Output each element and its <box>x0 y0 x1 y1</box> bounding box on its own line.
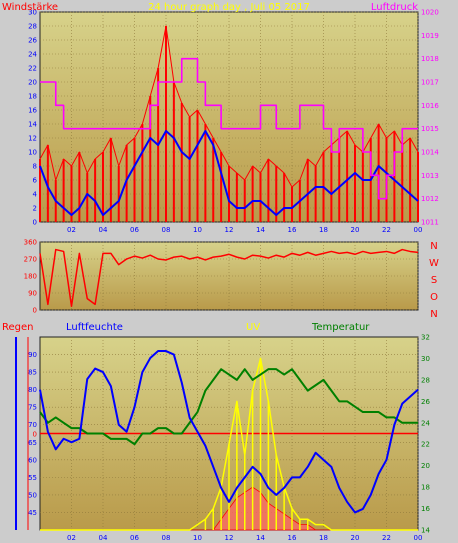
wind-gust-line <box>39 25 419 188</box>
temperature-axis-title: Temperatur <box>311 322 370 333</box>
weather-x-tick-label: 10 <box>193 534 202 542</box>
weather-x-tick-label: 00 <box>414 534 423 542</box>
wind-x-tick-label: 12 <box>225 226 234 234</box>
wind-y-tick-label: 4 <box>33 191 38 199</box>
wind-y-tick-label: 2 <box>33 205 37 213</box>
weather-x-tick-label: 14 <box>256 534 265 542</box>
humidity-y-tick-label: 60 <box>28 456 37 464</box>
temperature-line <box>39 368 418 446</box>
humidity-y-tick-label: 90 <box>28 351 37 359</box>
temperature-y2-tick-label: 30 <box>421 355 430 363</box>
pressure-y2-tick-label: 1016 <box>421 102 439 110</box>
humidity-line <box>39 350 419 514</box>
wind-x-tick-label: 18 <box>319 226 328 234</box>
wind-speed-line <box>39 130 419 216</box>
wind-y-tick-label: 0 <box>33 219 37 227</box>
wind-y-tick-label: 24 <box>28 51 37 59</box>
direction-y-tick-label: 360 <box>24 239 37 247</box>
uv-line <box>40 357 418 531</box>
wind-y-tick-label: 30 <box>28 9 37 17</box>
pressure-y2-tick-label: 1015 <box>421 125 439 133</box>
wind-x-tick-label: 04 <box>99 226 108 234</box>
rain-axis-title: Regen <box>2 322 34 333</box>
wind-direction-line <box>39 248 419 307</box>
wind-x-tick-label: 06 <box>130 226 139 234</box>
weather-x-tick-label: 20 <box>351 534 360 542</box>
temperature-y2-tick-label: 22 <box>421 441 430 449</box>
pressure-y2-tick-label: 1013 <box>421 172 439 180</box>
wind-y-tick-label: 6 <box>33 177 38 185</box>
weather-x-tick-label: 06 <box>130 534 139 542</box>
direction-y-tick-label: 0 <box>33 307 37 315</box>
pressure-y2-tick-label: 1014 <box>421 149 439 157</box>
temperature-y2-tick-label: 18 <box>421 484 430 492</box>
pressure-y2-tick-label: 1011 <box>421 219 439 227</box>
wind-x-tick-label: 20 <box>351 226 360 234</box>
graph-title: 24 hour graph day , Juli 05 2017 <box>148 2 310 13</box>
direction-compass-label: N <box>430 241 437 252</box>
weather-x-tick-label: 12 <box>225 534 234 542</box>
wind-x-tick-label: 00 <box>414 226 423 234</box>
pressure-y2-tick-label: 1017 <box>421 79 439 87</box>
direction-y-tick-label: 270 <box>24 256 37 264</box>
pressure-line <box>40 57 418 200</box>
wind-y-tick-label: 20 <box>28 79 37 87</box>
weather-x-tick-label: 16 <box>288 534 297 542</box>
wind-x-tick-label: 14 <box>256 226 265 234</box>
wind-y-tick-label: 26 <box>28 37 37 45</box>
temperature-y2-tick-label: 26 <box>421 398 430 406</box>
humidity-axis-title: Luftfeuchte <box>66 322 123 333</box>
temperature-y2-tick-label: 32 <box>421 334 430 342</box>
weather-x-tick-label: 02 <box>67 534 76 542</box>
pressure-axis-title: Luftdruck <box>371 2 418 13</box>
axis-labels: 0246810121416182022242628301011101210131… <box>15 9 439 542</box>
humidity-y-tick-label: 85 <box>28 369 37 377</box>
pressure-y2-tick-label: 1019 <box>421 32 439 40</box>
direction-y-tick-label: 180 <box>24 273 37 281</box>
direction-compass-label: N <box>430 309 437 320</box>
direction-y-tick-label: 90 <box>28 290 37 298</box>
humidity-y-tick-label: 50 <box>28 491 37 499</box>
wind-y-tick-label: 28 <box>28 23 37 31</box>
weather-x-tick-label: 04 <box>99 534 108 542</box>
temperature-y2-tick-label: 16 <box>421 505 430 513</box>
humidity-y-tick-label: 55 <box>28 474 37 482</box>
humidity-y-tick-label: 45 <box>28 509 37 517</box>
temperature-y2-tick-label: 24 <box>421 419 430 427</box>
wind-x-tick-label: 16 <box>288 226 297 234</box>
pressure-y2-tick-label: 1020 <box>421 9 439 17</box>
pressure-y2-tick-label: 1012 <box>421 195 439 203</box>
wind-x-tick-label: 02 <box>67 226 76 234</box>
weather-x-tick-label: 18 <box>319 534 328 542</box>
humidity-y-tick-label: 80 <box>28 386 37 394</box>
wind-x-tick-label: 08 <box>162 226 171 234</box>
humidity-y-tick-label: 75 <box>28 404 37 412</box>
wind-y-tick-label: 10 <box>28 149 37 157</box>
rain-zero-label: 0 <box>33 431 37 439</box>
direction-compass-label: W <box>429 258 439 269</box>
temperature-y2-tick-label: 28 <box>421 376 430 384</box>
wind-x-tick-label: 22 <box>382 226 391 234</box>
series-lines <box>39 25 419 531</box>
wind-y-tick-label: 12 <box>28 135 37 143</box>
wind-y-tick-label: 16 <box>28 107 37 115</box>
wind-y-tick-label: 22 <box>28 65 37 73</box>
temperature-y2-tick-label: 14 <box>421 527 430 535</box>
humidity-y-tick-label: 65 <box>28 439 37 447</box>
uv-axis-title: UV <box>246 322 260 333</box>
wind-x-tick-label: 10 <box>193 226 202 234</box>
pressure-y2-tick-label: 1018 <box>421 55 439 63</box>
weather-x-tick-label: 22 <box>382 534 391 542</box>
wind-y-tick-label: 14 <box>28 121 37 129</box>
direction-compass-label: S <box>431 275 437 286</box>
direction-compass-label: O <box>430 292 438 303</box>
humidity-y-tick-label: 70 <box>28 421 37 429</box>
weather-x-tick-label: 08 <box>162 534 171 542</box>
wind-y-tick-label: 18 <box>28 93 37 101</box>
wind-axis-title: Windstärke <box>2 2 58 13</box>
wind-y-tick-label: 8 <box>33 163 37 171</box>
temperature-y2-tick-label: 20 <box>421 462 430 470</box>
